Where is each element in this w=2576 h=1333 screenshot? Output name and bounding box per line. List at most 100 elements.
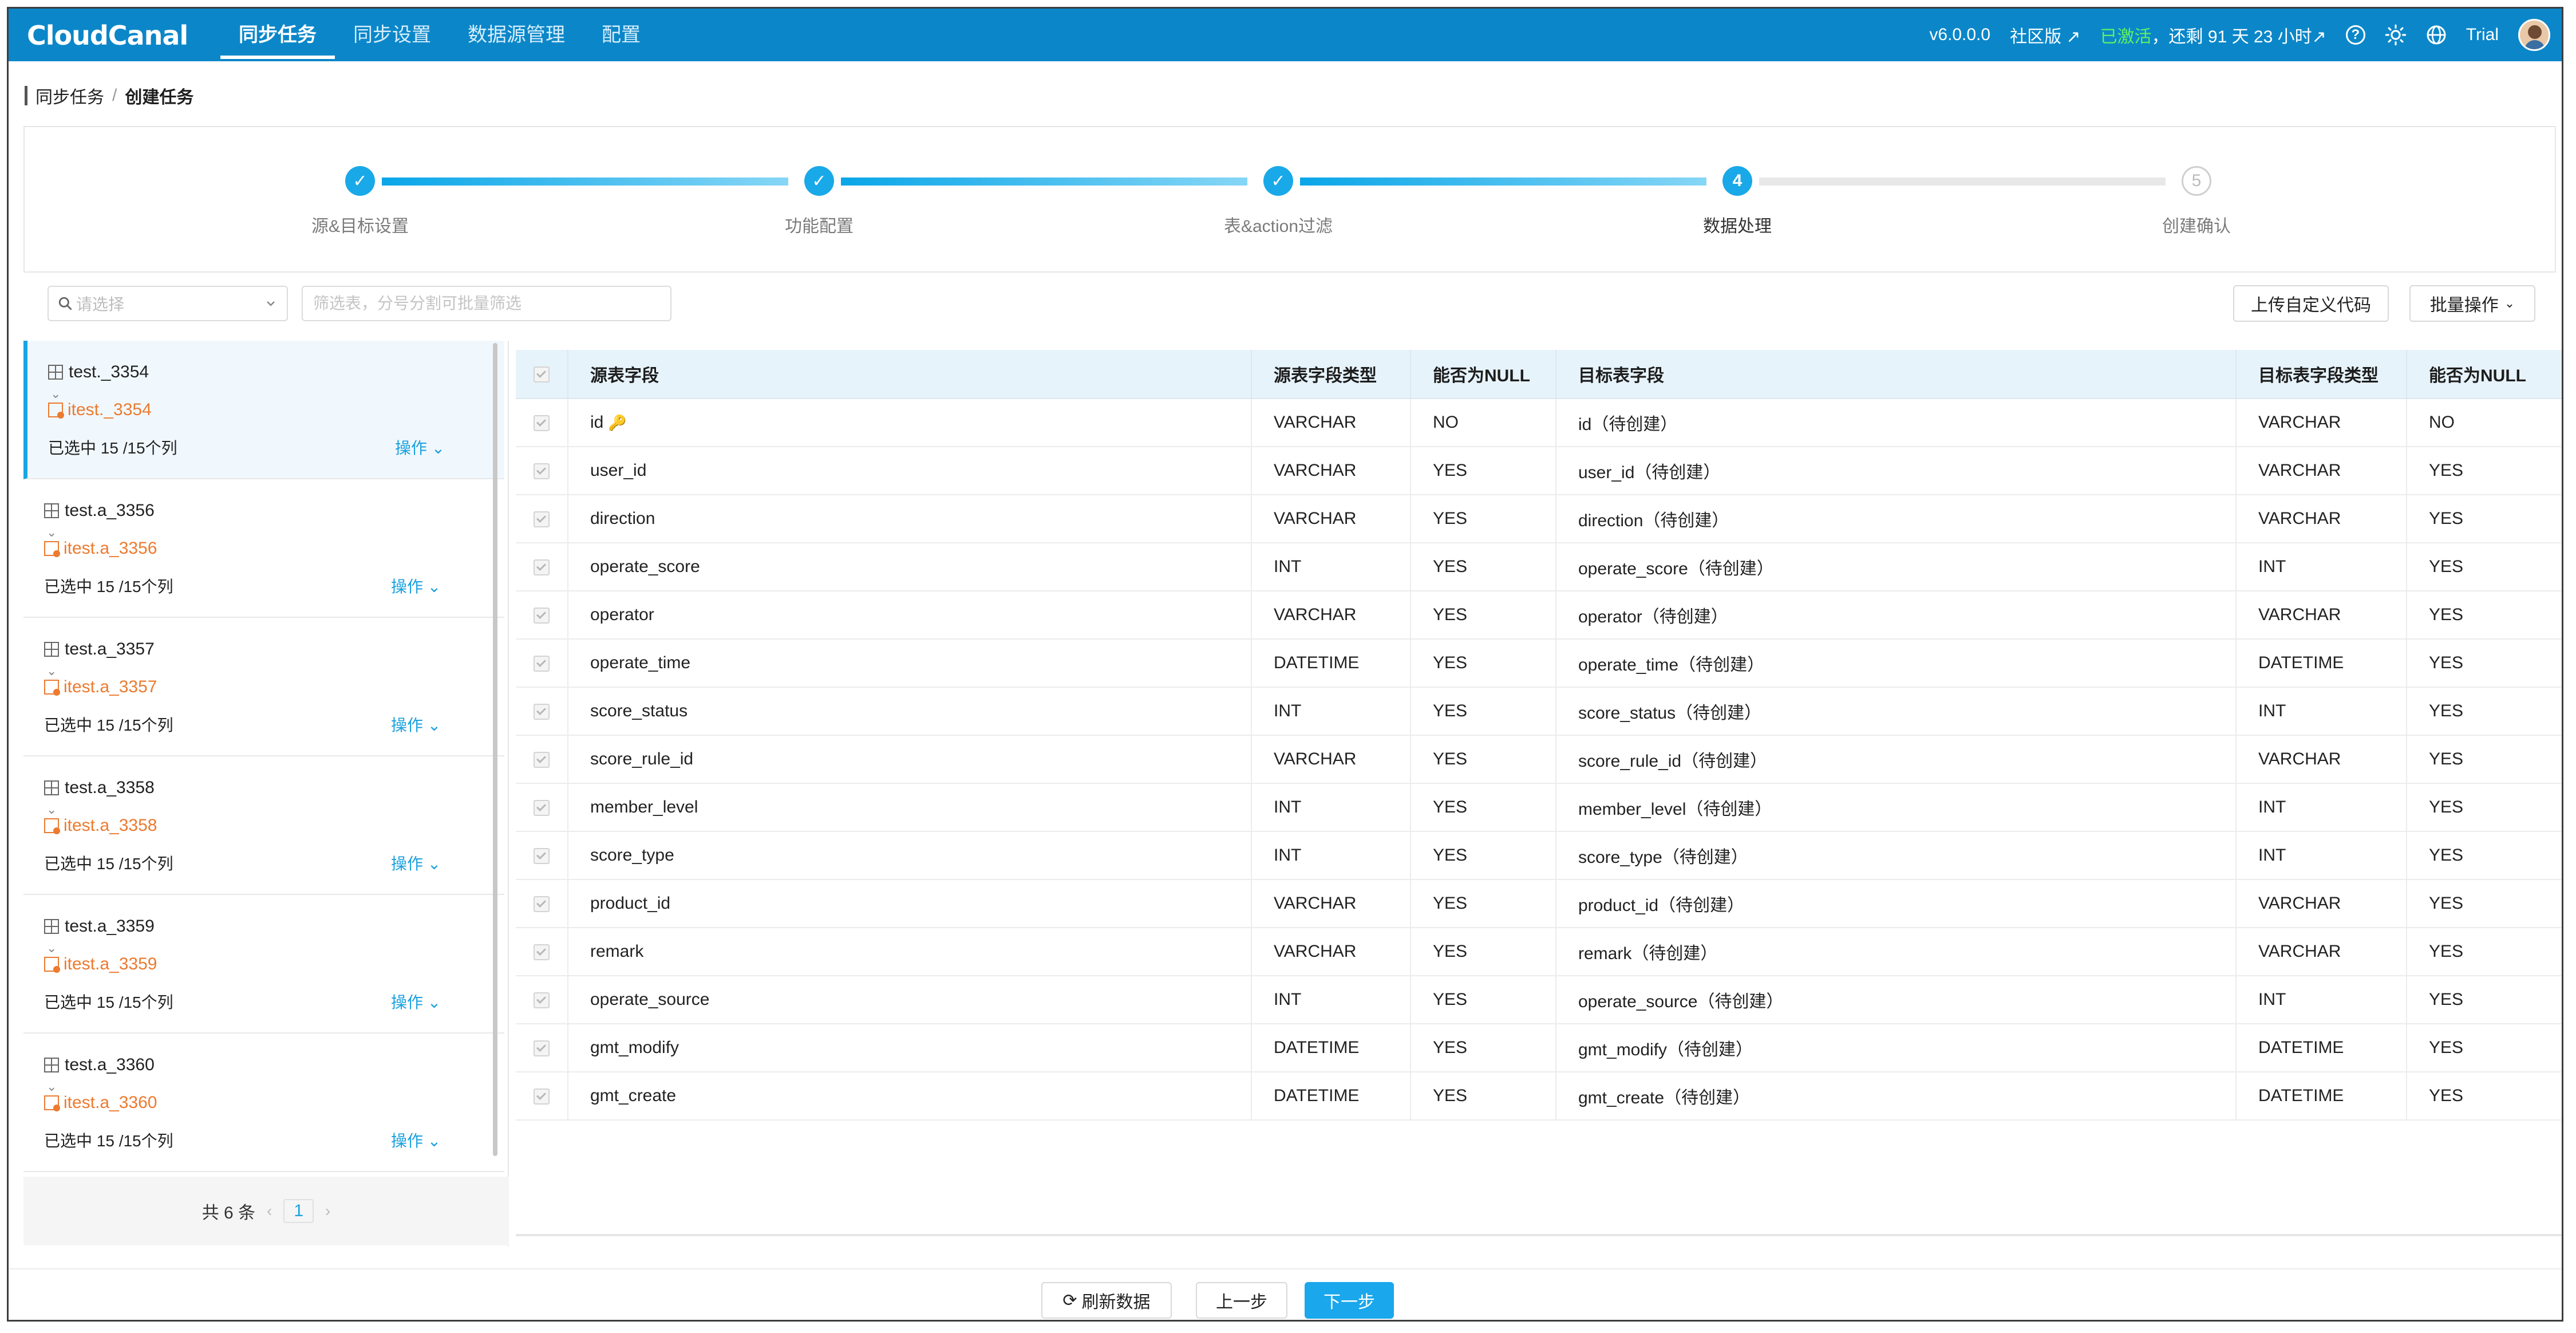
table-row[interactable]: gmt_create DATETIME YES gmt_create（待创建） DATE… — [516, 1072, 2562, 1121]
row-checkbox[interactable] — [534, 656, 550, 672]
table-operation-dropdown[interactable]: 操作 ⌄ — [391, 574, 441, 597]
next-step-button[interactable]: 下一步 — [1305, 1282, 1394, 1319]
table-row[interactable]: gmt_modify DATETIME YES gmt_modify（待创建） DATE… — [516, 1024, 2562, 1072]
dst-field[interactable]: gmt_create（待创建） — [1556, 1072, 2237, 1121]
table-header-row: 源表字段 源表字段类型 能否为NULL 目标表字段 目标表字段类型 能否为NUL… — [516, 350, 2562, 399]
dst-field[interactable]: user_id（待创建） — [1556, 447, 2237, 495]
dst-field[interactable]: id（待创建） — [1556, 399, 2237, 447]
table-row[interactable]: score_rule_id VARCHAR YES score_rule_id（待创建… — [516, 735, 2562, 784]
row-checkbox[interactable] — [534, 992, 550, 1009]
dst-field[interactable]: score_type（待创建） — [1556, 831, 2237, 880]
row-checkbox[interactable] — [534, 608, 550, 624]
row-checkbox[interactable] — [534, 463, 550, 480]
sun-icon[interactable] — [2385, 24, 2407, 46]
table-operation-dropdown[interactable]: 操作 ⌄ — [395, 436, 445, 459]
app-logo[interactable]: CloudCanal — [27, 20, 188, 51]
license-status[interactable]: 已激活，还剩 91 天 23 小时↗ — [2100, 22, 2326, 48]
page-number[interactable]: 1 — [283, 1199, 314, 1223]
question-circle-icon[interactable]: ? — [2345, 25, 2365, 45]
row-checkbox[interactable] — [534, 415, 550, 432]
column-count: 已选中 15 /15个列 — [44, 993, 173, 1011]
table-operation-dropdown[interactable]: 操作 ⌄ — [391, 990, 441, 1013]
table-icon — [44, 503, 59, 518]
batch-operation-button[interactable]: 批量操作 ⌄ — [2409, 285, 2535, 322]
nav-config[interactable]: 配置 — [602, 24, 641, 46]
table-item[interactable]: test.a_3360 ⌄ itest.a_3360 已选中 15 /15个列 … — [23, 1034, 504, 1172]
table-row[interactable]: id 🔑 VARCHAR NO id（待创建） VARCHAR NO — [516, 399, 2562, 447]
dst-type: INT — [2236, 831, 2407, 880]
src-type: DATETIME — [1251, 1072, 1411, 1121]
table-row[interactable]: member_level INT YES member_level（待创建） INT YE… — [516, 783, 2562, 832]
dst-field[interactable]: score_rule_id（待创建） — [1556, 735, 2237, 784]
dst-field[interactable]: operator（待创建） — [1556, 591, 2237, 640]
table-dst-name: itest.a_3359 — [64, 955, 157, 973]
schema-select[interactable]: 请选择 — [48, 286, 288, 321]
table-item[interactable]: test.a_3357 ⌄ itest.a_3357 已选中 15 /15个列 … — [23, 618, 504, 756]
refresh-data-button[interactable]: ⟳ 刷新数据 — [1041, 1282, 1172, 1319]
upload-code-button[interactable]: 上传自定义代码 — [2233, 285, 2389, 322]
dst-field[interactable]: operate_source（待创建） — [1556, 976, 2237, 1024]
table-row[interactable]: user_id VARCHAR YES user_id（待创建） VARCHAR YES — [516, 447, 2562, 495]
table-operation-dropdown[interactable]: 操作 ⌄ — [391, 851, 441, 874]
table-row[interactable]: operate_source INT YES operate_source（待创建） I… — [516, 976, 2562, 1024]
dst-field[interactable]: direction（待创建） — [1556, 495, 2237, 543]
table-operation-dropdown[interactable]: 操作 ⌄ — [391, 713, 441, 736]
table-bottom-scrollbar[interactable] — [516, 1234, 2562, 1236]
row-checkbox[interactable] — [534, 896, 550, 913]
breadcrumb-parent[interactable]: 同步任务 — [35, 88, 104, 107]
row-checkbox[interactable] — [534, 511, 550, 528]
breadcrumb-current: 创建任务 — [125, 88, 194, 107]
prev-step-button[interactable]: 上一步 — [1196, 1282, 1287, 1319]
src-type: VARCHAR — [1251, 399, 1411, 447]
row-checkbox[interactable] — [534, 704, 550, 720]
row-checkbox[interactable] — [534, 1089, 550, 1105]
table-item[interactable]: test.a_3359 ⌄ itest.a_3359 已选中 15 /15个列 … — [23, 895, 504, 1034]
dst-field[interactable]: operate_score（待创建） — [1556, 543, 2237, 591]
dst-field[interactable]: product_id（待创建） — [1556, 880, 2237, 928]
table-row[interactable]: score_type INT YES score_type（待创建） INT YES — [516, 831, 2562, 880]
table-row[interactable]: operator VARCHAR YES operator（待创建） VARCHAR YE… — [516, 591, 2562, 640]
prev-page-button[interactable]: ‹ — [267, 1202, 272, 1220]
next-page-button[interactable]: › — [325, 1202, 331, 1220]
table-row[interactable]: operate_score INT YES operate_score（待创建） INT… — [516, 543, 2562, 591]
table-item[interactable]: test.a_3358 ⌄ itest.a_3358 已选中 15 /15个列 … — [23, 756, 504, 895]
nav-datasource[interactable]: 数据源管理 — [468, 24, 565, 46]
dst-field[interactable]: member_level（待创建） — [1556, 783, 2237, 832]
table-row[interactable]: score_status INT YES score_status（待创建） INT YE… — [516, 687, 2562, 736]
table-src-name: test.a_3359 — [65, 917, 155, 936]
column-count: 已选中 15 /15个列 — [44, 716, 173, 734]
table-item[interactable]: test._3354 ⌄ itest._3354 已选中 15 /15个列 操作… — [23, 341, 504, 479]
user-avatar[interactable] — [2518, 19, 2550, 51]
top-right-area: v6.0.0.0 社区版 ↗ 已激活，还剩 91 天 23 小时↗ ? Tria… — [1929, 9, 2550, 61]
dst-field[interactable]: gmt_modify（待创建） — [1556, 1024, 2237, 1072]
nav-sync-tasks[interactable]: 同步任务 — [220, 9, 335, 61]
dst-nullable: YES — [2407, 447, 2562, 495]
row-checkbox[interactable] — [534, 848, 550, 865]
operation-label: 操作 — [391, 716, 424, 734]
table-row[interactable]: direction VARCHAR YES direction（待创建） VARCHAR… — [516, 495, 2562, 543]
src-nullable: YES — [1411, 447, 1556, 495]
dst-field[interactable]: remark（待创建） — [1556, 928, 2237, 976]
select-all-checkbox[interactable] — [534, 366, 550, 383]
row-checkbox[interactable] — [534, 559, 550, 576]
table-item[interactable]: test.a_3356 ⌄ itest.a_3356 已选中 15 /15个列 … — [23, 479, 504, 618]
row-checkbox[interactable] — [534, 944, 550, 961]
table-operation-dropdown[interactable]: 操作 ⌄ — [391, 1129, 441, 1151]
globe-icon[interactable] — [2426, 25, 2447, 45]
row-checkbox[interactable] — [534, 752, 550, 768]
table-list-scrollbar[interactable] — [493, 343, 497, 1156]
user-name[interactable]: Trial — [2466, 25, 2499, 44]
table-row[interactable]: operate_time DATETIME YES operate_time（待创建）… — [516, 639, 2562, 688]
dst-field[interactable]: operate_time（待创建） — [1556, 639, 2237, 688]
row-checkbox[interactable] — [534, 800, 550, 817]
arrow-down-icon: ⌄ — [46, 525, 57, 539]
table-filter-input[interactable] — [302, 286, 671, 321]
row-checkbox[interactable] — [534, 1040, 550, 1057]
header-dst-field: 目标表字段 — [1556, 350, 2237, 399]
src-type: VARCHAR — [1251, 928, 1411, 976]
edition-link[interactable]: 社区版 ↗ — [2010, 27, 2081, 46]
dst-field[interactable]: score_status（待创建） — [1556, 687, 2237, 736]
nav-sync-settings[interactable]: 同步设置 — [353, 24, 431, 46]
table-row[interactable]: remark VARCHAR YES remark（待创建） VARCHAR YES — [516, 928, 2562, 976]
table-row[interactable]: product_id VARCHAR YES product_id（待创建） VARCH… — [516, 880, 2562, 928]
